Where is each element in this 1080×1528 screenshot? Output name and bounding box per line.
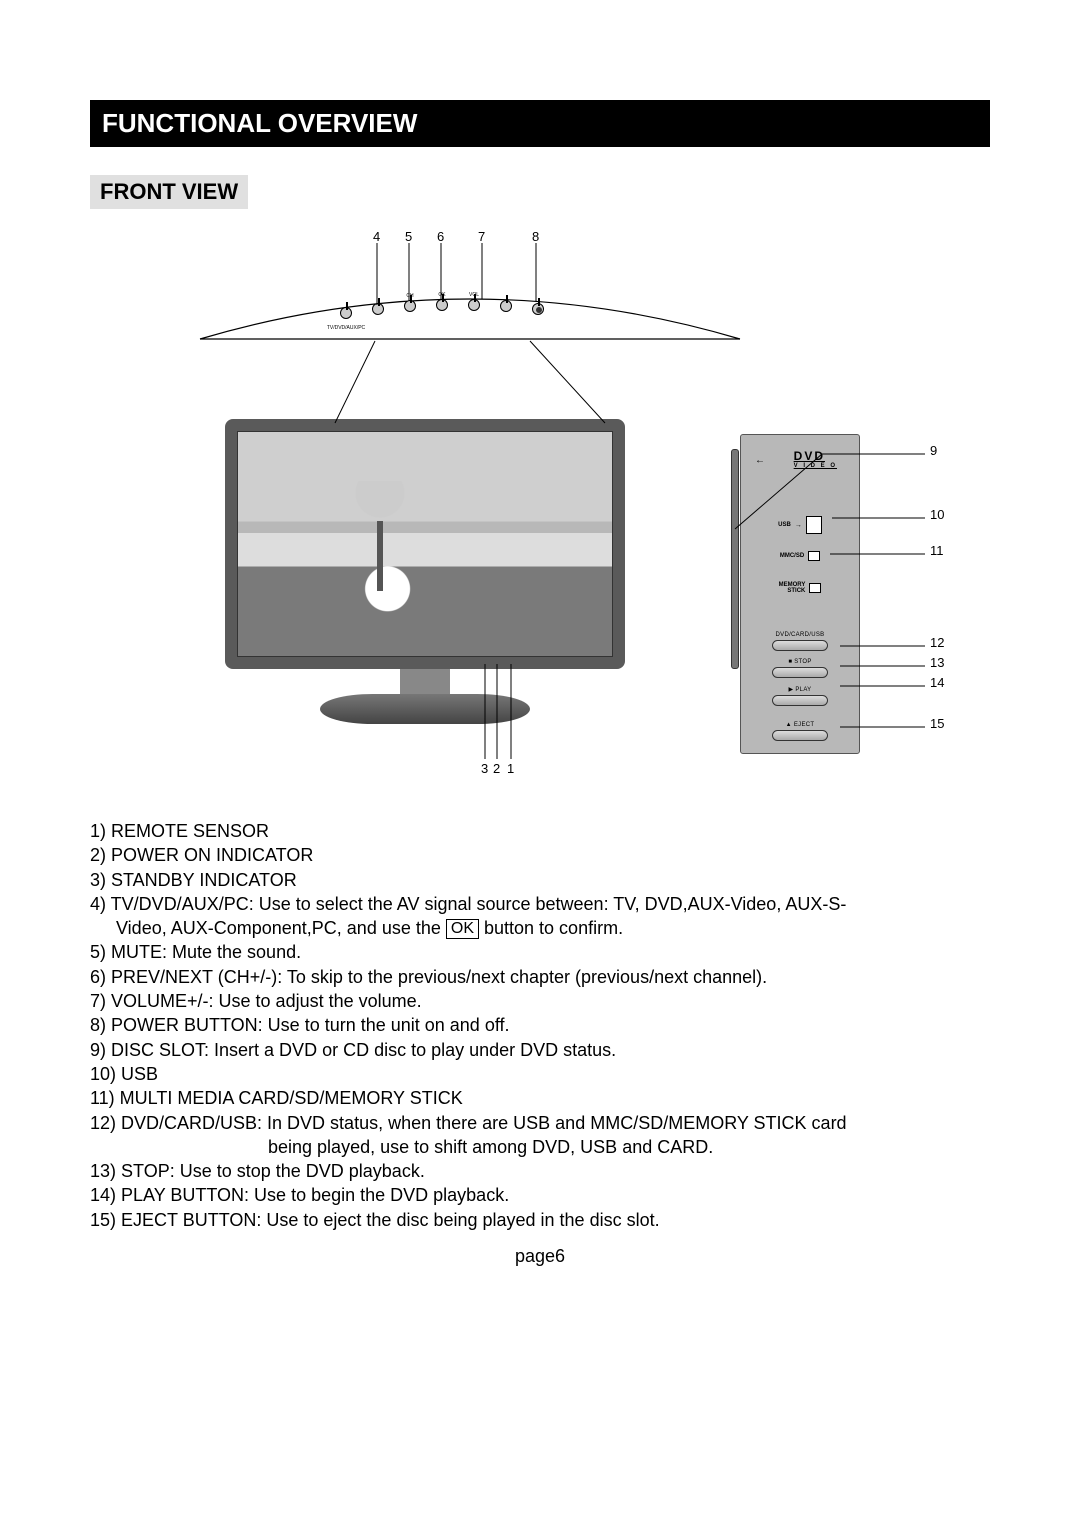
description-item: 4) TV/DVD/AUX/PC: Use to select the AV s… — [90, 892, 990, 916]
diagram: TV/DVD/AUX/PC CH OK VOL Initial ← DVD V … — [130, 229, 950, 779]
description-item: 9) DISC SLOT: Insert a DVD or CD disc to… — [90, 1038, 990, 1062]
description-item: 5) MUTE: Mute the sound. — [90, 940, 990, 964]
callout-number: 15 — [930, 716, 944, 731]
description-item: 2) POWER ON INDICATOR — [90, 843, 990, 867]
callout-number: 6 — [437, 229, 444, 244]
page-header-title: FUNCTIONAL OVERVIEW — [102, 108, 417, 138]
description-item: 6) PREV/NEXT (CH+/-): To skip to the pre… — [90, 965, 990, 989]
callout-number: 3 — [481, 761, 488, 776]
description-item: 11) MULTI MEDIA CARD/SD/MEMORY STICK — [90, 1086, 990, 1110]
description-item: 12) DVD/CARD/USB: In DVD status, when th… — [90, 1111, 990, 1135]
description-item: 13) STOP: Use to stop the DVD playback. — [90, 1159, 990, 1183]
description-item: 10) USB — [90, 1062, 990, 1086]
leader-lines — [130, 229, 950, 779]
callout-number: 11 — [930, 543, 944, 558]
page-header-bar: FUNCTIONAL OVERVIEW — [90, 100, 990, 147]
description-item: 8) POWER BUTTON: Use to turn the unit on… — [90, 1013, 990, 1037]
ok-box-icon: OK — [446, 919, 479, 939]
callout-number: 2 — [493, 761, 500, 776]
description-item: 1) REMOTE SENSOR — [90, 819, 990, 843]
callout-number: 10 — [930, 507, 944, 522]
description-item-continuation: being played, use to shift among DVD, US… — [90, 1135, 990, 1159]
description-item-continuation: Video, AUX-Component,PC, and use the OK … — [90, 916, 990, 940]
callout-number: 5 — [405, 229, 412, 244]
callout-number: 12 — [930, 635, 944, 650]
section-title: FRONT VIEW — [90, 175, 248, 209]
page-number: page6 — [90, 1246, 990, 1267]
description-item: 15) EJECT BUTTON: Use to eject the disc … — [90, 1208, 990, 1232]
callout-number: 13 — [930, 655, 944, 670]
callout-number: 7 — [478, 229, 485, 244]
callout-number: 4 — [373, 229, 380, 244]
callout-number: 9 — [930, 443, 937, 458]
description-list: 1) REMOTE SENSOR2) POWER ON INDICATOR3) … — [90, 819, 990, 1232]
callout-number: 8 — [532, 229, 539, 244]
description-item: 3) STANDBY INDICATOR — [90, 868, 990, 892]
callout-number: 1 — [507, 761, 514, 776]
description-item: 14) PLAY BUTTON: Use to begin the DVD pl… — [90, 1183, 990, 1207]
description-item: 7) VOLUME+/-: Use to adjust the volume. — [90, 989, 990, 1013]
callout-number: 14 — [930, 675, 944, 690]
